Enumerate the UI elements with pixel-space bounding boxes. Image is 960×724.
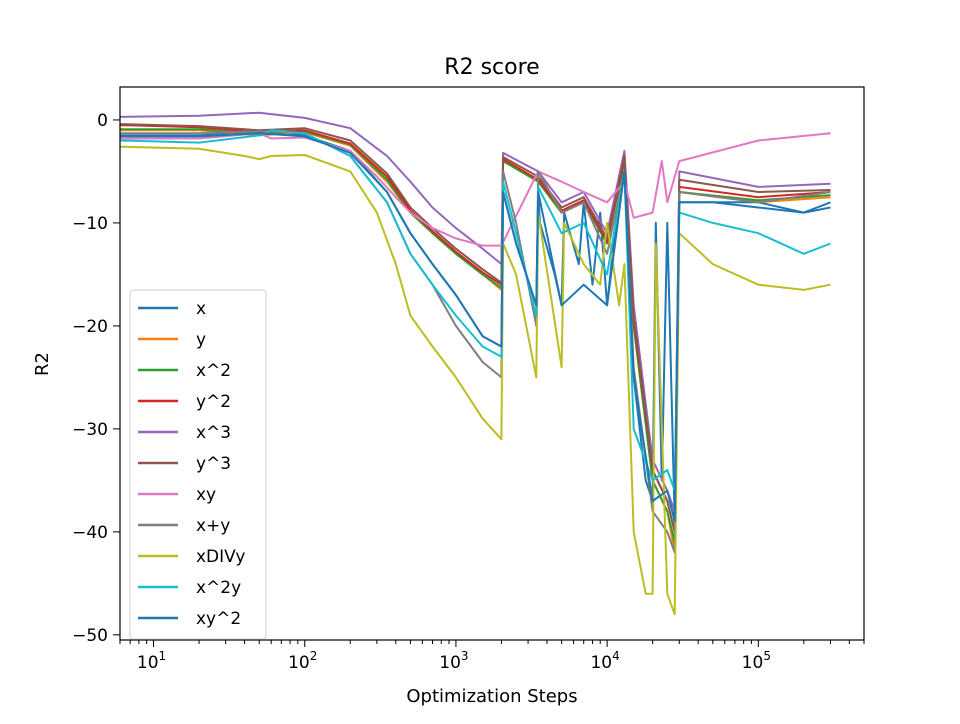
y-axis-label: R2 [32,352,53,376]
series-lines [120,111,831,616]
x-tick-label: 102 [288,649,317,673]
legend-label: x^2 [196,361,231,381]
y-tick-label: −10 [72,214,108,234]
series-line-5 [120,123,831,533]
x-tick-label: 104 [590,649,619,673]
series-line-8 [120,145,831,616]
x-axis-label: Optimization Steps [406,686,577,707]
x-axis-ticks: 101 102 103 104 105 [119,640,865,673]
x-tick-label: 103 [439,649,468,673]
y-tick-label: −40 [72,523,108,543]
chart-title: R2 score [444,55,539,80]
legend-label: x [196,299,206,319]
legend-label: y^3 [196,454,231,474]
legend-label: xDIVy [196,547,245,567]
series-line-2 [120,128,831,544]
y-tick-label: −30 [72,420,108,440]
y-tick-label: 0 [97,111,108,131]
legend-label: xy [196,485,216,505]
x-tick-label: 101 [137,649,166,673]
legend-label: y^2 [196,392,231,412]
legend-label: x^3 [196,423,231,443]
legend-label: x+y [196,516,230,536]
series-line-10 [120,132,831,523]
series-line-6 [120,132,831,247]
y-axis-ticks: 0 −10 −20 −30 −40 −50 [72,111,120,646]
legend-label: xy^2 [196,609,241,629]
legend: xy x^2 y^2 x^3 y^3 xy x+y xDIVy x^2y xy^2 [129,289,267,640]
legend-label: x^2y [196,578,241,598]
y-tick-label: −20 [72,317,108,337]
legend-box [129,289,267,640]
y-tick-label: −50 [72,626,108,646]
plot-frame [119,86,865,641]
legend-label: y [196,330,206,350]
x-tick-label: 105 [742,649,771,673]
